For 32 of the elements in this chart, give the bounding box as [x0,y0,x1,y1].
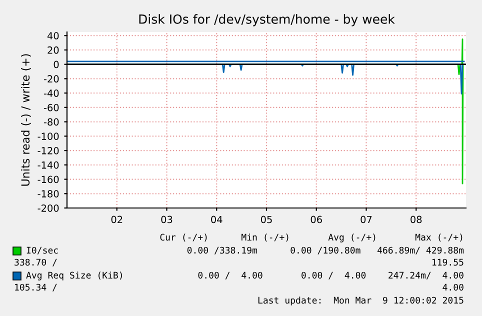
text: Last update: Mon Mar 9 12:00:02 2015 [258,296,464,306]
y-tick-label: -100 [38,132,59,140]
y-axis-title: Units read (-) / write (+) [20,54,31,186]
x-tick-label: 03 [161,216,172,224]
y-tick-label: -40 [44,90,59,97]
y-tick-label: -200 [38,204,59,212]
text: 338.70 / [14,258,57,266]
y-tick-label: 20 [48,46,59,54]
text: 0.00 / 4.00 0.00 / 4.00 247.24m/ 4.00 [198,272,464,280]
y-tick-label: -140 [38,161,59,169]
legend-label: I0/sec [26,246,58,254]
text: 0.00 /338.19m 0.00 /190.80m 466.89m/ 429.88m [187,246,464,254]
text: 105.34 / [15,284,57,292]
y-tick-label: -80 [44,118,59,126]
x-tick-label: 08 [410,216,422,224]
x-tick-label: 05 [260,216,272,224]
y-tick-label: -60 [44,104,59,112]
text: Cur (-/+) Min (-/+) Avg (-/+) Max (-/+) [160,234,462,242]
y-tick-label: -20 [44,75,59,83]
x-tick-label: 02 [111,216,122,224]
legend-label: Avg Req Size (KiB) [26,272,122,280]
text: 119.55 [432,258,464,266]
chart-title: Disk IOs for /dev/system/home - by week [139,14,395,26]
y-tick-label: 0 [54,60,59,68]
x-tick-label: 07 [360,216,372,224]
y-tick-label: 40 [47,32,59,40]
y-tick-label: -160 [38,176,59,184]
text: 4.00 [442,284,464,291]
x-tick-label: 06 [310,216,322,224]
y-tick-label: -180 [38,190,59,198]
x-tick-label: 04 [211,216,222,224]
y-tick-label: -120 [38,147,59,154]
